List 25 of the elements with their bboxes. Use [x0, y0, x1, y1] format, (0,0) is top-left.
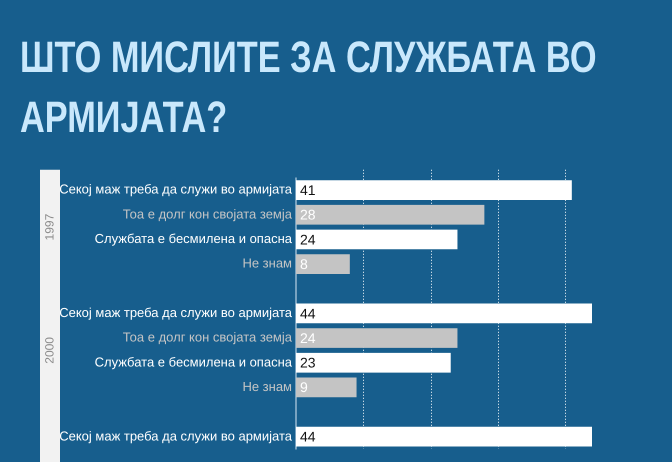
y-tick-label: Тоа е долг кон својата земја	[122, 330, 293, 345]
bar	[296, 378, 357, 398]
data-label: 23	[300, 354, 316, 371]
data-label: 8	[300, 256, 308, 272]
data-label: 24	[300, 330, 316, 346]
y-tick-label: Службата е бесмилена и опасна	[94, 354, 293, 370]
text: 2000	[42, 336, 56, 364]
text: 1997	[42, 213, 56, 240]
data-label: 9	[300, 379, 308, 396]
chart-title: ШТО МИСЛИТЕ ЗА СЛУЖБАТА ВО АРМИЈАТА?	[20, 32, 598, 144]
bar	[296, 328, 458, 348]
data-label: 24	[300, 231, 316, 248]
bar	[296, 204, 484, 225]
y-tick-label: Секој маж треба да служи во армијата	[59, 304, 293, 320]
bar	[296, 254, 350, 274]
y-tick-label: Службата е бесмилена и опасна	[94, 231, 293, 246]
y-tick-label: Секој маж треба да служи во армијата	[59, 182, 293, 197]
data-label: 28	[300, 206, 316, 223]
data-label: 41	[300, 182, 316, 198]
data-label: 44	[300, 428, 316, 445]
y-tick-label: Не знам	[242, 378, 292, 394]
data-label: 44	[300, 305, 316, 322]
y-tick-label: Тоа е долг кон својата земја	[122, 206, 293, 222]
y-tick-label: Секој маж треба да служи во армијата	[59, 428, 293, 444]
y-tick-label: Не знам	[242, 256, 292, 271]
